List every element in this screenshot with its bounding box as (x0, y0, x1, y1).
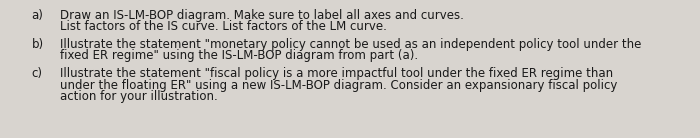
Text: c): c) (32, 67, 43, 80)
Text: fixed ER regime" using the IS-LM-BOP diagram from part (a).: fixed ER regime" using the IS-LM-BOP dia… (60, 50, 418, 63)
Text: Illustrate the statement "monetary policy cannot be used as an independent polic: Illustrate the statement "monetary polic… (60, 38, 641, 51)
Text: under the floating ER" using a new IS-LM-BOP diagram. Consider an expansionary f: under the floating ER" using a new IS-LM… (60, 79, 617, 91)
Text: b): b) (32, 38, 43, 51)
Text: a): a) (32, 9, 43, 22)
Text: Draw an IS-LM-BOP diagram. Make sure to label all axes and curves.: Draw an IS-LM-BOP diagram. Make sure to … (60, 9, 463, 22)
Text: List factors of the IS curve. List factors of the LM curve.: List factors of the IS curve. List facto… (60, 21, 386, 34)
Text: Illustrate the statement "fiscal policy is a more impactful tool under the fixed: Illustrate the statement "fiscal policy … (60, 67, 612, 80)
Text: action for your illustration.: action for your illustration. (60, 90, 217, 103)
